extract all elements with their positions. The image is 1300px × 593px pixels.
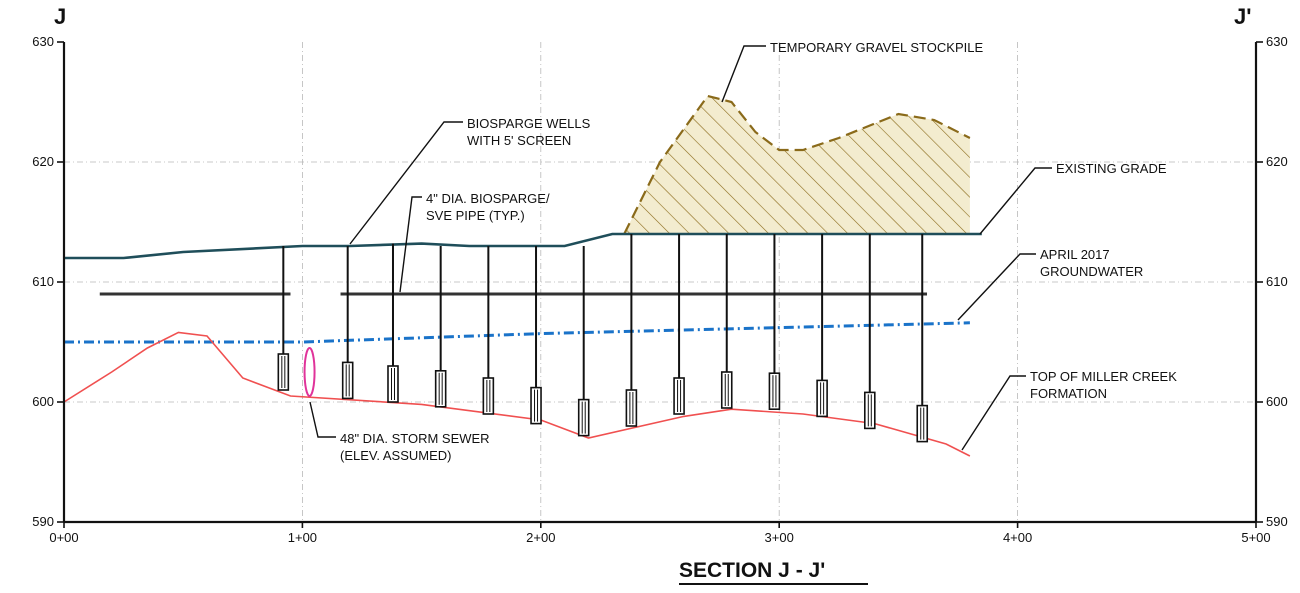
biosparge-well xyxy=(673,234,685,415)
x-tick-label: 0+00 xyxy=(49,530,78,545)
groundwater-line xyxy=(64,321,970,344)
wells-leader xyxy=(349,121,463,245)
x-tick-label: 3+00 xyxy=(765,530,794,545)
biosparge-well xyxy=(816,234,828,418)
sewer-leader xyxy=(309,401,336,438)
formation-note-line1: TOP OF MILLER CREEK xyxy=(1030,369,1177,384)
well-screen xyxy=(341,361,354,400)
axes: 590 590 600 600 610 610 620 620 630 630 0+00 1+00 2+… xyxy=(32,34,1287,545)
well-screen xyxy=(277,353,290,391)
left-y-tick-label: 590 xyxy=(32,514,54,529)
wells-note-line2: WITH 5' SCREEN xyxy=(467,133,571,148)
biosparge-well xyxy=(768,234,781,411)
well-screen xyxy=(434,369,447,408)
right-y-tick-label: 630 xyxy=(1266,34,1288,49)
biosparge-wells xyxy=(277,234,929,443)
existing-grade-line xyxy=(64,232,982,260)
well-screen xyxy=(863,391,876,430)
well-screen xyxy=(625,389,638,427)
biosparge-well xyxy=(387,243,399,403)
biosparge-well xyxy=(577,246,590,437)
biosparge-well xyxy=(916,234,929,443)
storm-sewer xyxy=(303,347,316,397)
groundwater-note-line1: APRIL 2017 xyxy=(1040,247,1110,262)
stockpile-outline xyxy=(623,94,971,235)
well-screen xyxy=(720,371,733,409)
well-screen xyxy=(916,404,929,443)
x-tick-label: 1+00 xyxy=(288,530,317,545)
pipe-leader xyxy=(399,196,422,293)
sewer-note-line1: 48" DIA. STORM SEWER xyxy=(340,431,490,446)
section-title: SECTION J - J' xyxy=(679,559,825,582)
well-screen xyxy=(816,379,828,418)
biosparge-well xyxy=(482,246,495,415)
left-y-tick-label: 600 xyxy=(32,394,54,409)
well-screen xyxy=(387,365,399,403)
stockpile-leader xyxy=(721,45,766,103)
groundwater-note-line2: GROUNDWATER xyxy=(1040,264,1143,279)
sewer-note-line2: (ELEV. ASSUMED) xyxy=(340,448,452,463)
x-tick-label: 2+00 xyxy=(526,530,555,545)
left-end-label: J xyxy=(54,4,66,29)
right-y-tick-label: 600 xyxy=(1266,394,1288,409)
biosparge-well xyxy=(720,234,733,409)
pipe-note-line1: 4" DIA. BIOSPARGE/ xyxy=(426,191,550,206)
groundwater-leader xyxy=(957,253,1036,321)
well-screen xyxy=(673,377,685,415)
right-y-tick-label: 620 xyxy=(1266,154,1288,169)
formation-leader xyxy=(961,375,1026,451)
right-y-tick-label: 610 xyxy=(1266,274,1288,289)
biosparge-well xyxy=(625,234,638,427)
pipe-note-line2: SVE PIPE (TYP.) xyxy=(426,208,525,223)
left-y-tick-label: 610 xyxy=(32,274,54,289)
biosparge-well xyxy=(277,246,290,391)
stockpile-hatch xyxy=(624,96,970,234)
gravel-stockpile xyxy=(623,94,971,235)
well-screen xyxy=(530,386,542,425)
biosparge-well xyxy=(530,246,542,425)
formation-note-line2: FORMATION xyxy=(1030,386,1107,401)
grid-lines xyxy=(64,42,1256,523)
left-y-tick-label: 620 xyxy=(32,154,54,169)
wells-note-line1: BIOSPARGE WELLS xyxy=(467,116,591,131)
x-tick-label: 5+00 xyxy=(1241,530,1270,545)
stockpile-note: TEMPORARY GRAVEL STOCKPILE xyxy=(770,40,983,55)
well-screen xyxy=(768,372,781,411)
top-of-formation-line xyxy=(63,331,971,457)
right-end-label: J' xyxy=(1234,4,1251,29)
profiles xyxy=(63,232,982,457)
grade-note: EXISTING GRADE xyxy=(1056,161,1167,176)
well-screen xyxy=(482,377,495,415)
right-y-tick-label: 590 xyxy=(1266,514,1288,529)
well-screen xyxy=(577,398,590,437)
grade-leader xyxy=(979,167,1052,235)
biosparge-well xyxy=(434,246,447,408)
x-tick-label: 4+00 xyxy=(1003,530,1032,545)
left-y-tick-label: 630 xyxy=(32,34,54,49)
biosparge-well xyxy=(863,234,876,430)
biosparge-well xyxy=(341,246,354,400)
